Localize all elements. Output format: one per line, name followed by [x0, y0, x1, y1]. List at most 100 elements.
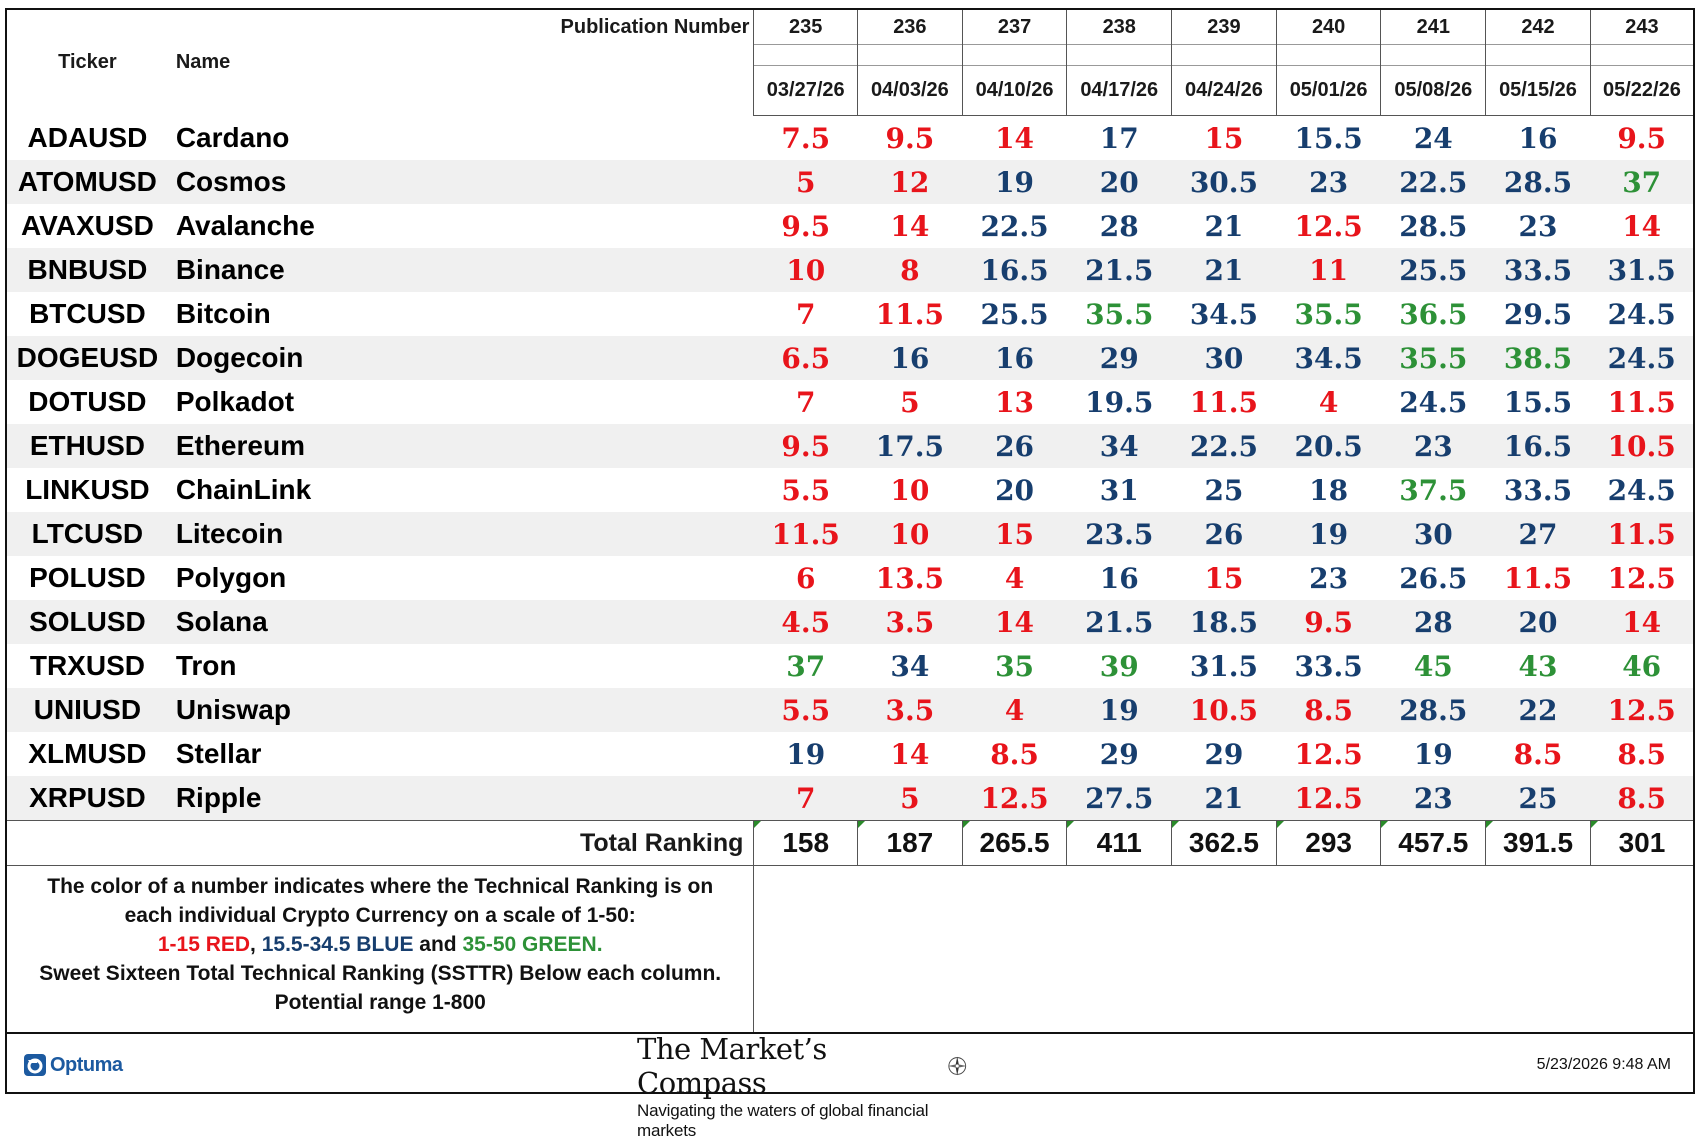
ranking-value: 17: [1099, 121, 1139, 155]
ranking-value: 10: [857, 512, 963, 556]
ranking-value: 9.5: [1276, 600, 1381, 644]
ranking-value: 8.5: [990, 737, 1039, 771]
ranking-value: 7: [795, 385, 816, 419]
name-cell: Ripple: [167, 776, 754, 821]
ranking-value: 33.5: [1294, 649, 1363, 683]
column-date: 04/03/26: [857, 65, 963, 116]
ranking-value: 31: [1099, 473, 1139, 507]
ranking-value: 11.5: [1590, 512, 1693, 556]
ranking-value: 14: [995, 121, 1035, 155]
date-row: 03/27/26 04/03/26 04/10/26 04/17/26 04/24/26…: [7, 65, 1693, 116]
ranking-value: 16.5: [962, 248, 1067, 292]
comment-marker-icon: [754, 821, 762, 828]
ranking-value: 12.5: [962, 776, 1067, 821]
ticker-cell: SOLUSD: [7, 600, 168, 644]
ranking-value: 4: [962, 688, 1067, 732]
ranking-value: 13: [995, 385, 1035, 419]
ranking-value: 14: [890, 209, 930, 243]
ranking-value: 27: [1485, 512, 1591, 556]
publication-row: Publication Number 235 236 237 238 239 240 241…: [7, 10, 1693, 45]
ranking-value: 25: [1204, 473, 1244, 507]
comment-marker-icon: [1486, 821, 1494, 828]
ranking-value: 15.5: [1294, 121, 1363, 155]
ranking-value: 31.5: [1590, 248, 1693, 292]
ranking-value: 20: [1066, 160, 1172, 204]
ranking-value: 19: [786, 737, 826, 771]
ranking-value: 28: [1099, 209, 1139, 243]
ranking-value: 27.5: [1066, 776, 1172, 821]
comment-marker-icon: [963, 821, 970, 828]
table-row: POLUSD Polygon 6 13.5 4 16 15 23 26.5 11.5 12.5: [7, 556, 1693, 600]
column-date: 05/08/26: [1380, 65, 1486, 116]
legend-blue-range: 15.5-34.5 BLUE: [261, 933, 414, 956]
legend-green-range: 35-50 GREEN: [462, 933, 597, 956]
table-row: DOTUSD Polkadot 7 5 13 19.5 11.5 4 24.5 15.5 11.5: [7, 380, 1693, 424]
compass-rose-icon: [947, 1056, 967, 1076]
publication-number: 243: [1589, 10, 1693, 45]
total-ranking-value: 457.5: [1380, 820, 1486, 866]
ranking-value: 30.5: [1171, 160, 1277, 204]
ranking-value: 19: [962, 160, 1067, 204]
ranking-value: 20.5: [1276, 424, 1381, 468]
ranking-value: 22.5: [980, 209, 1049, 243]
ranking-value: 36.5: [1399, 297, 1468, 331]
ranking-value: 26.5: [1399, 561, 1468, 595]
ticker-cell: XLMUSD: [28, 738, 147, 769]
ticker-cell: BTCUSD: [29, 298, 146, 329]
optuma-logo-icon: [24, 1054, 46, 1076]
ranking-value: 21: [1171, 248, 1277, 292]
ranking-value: 18.5: [1171, 600, 1277, 644]
header-spacer-cell: [857, 44, 963, 66]
legend-separator: and: [413, 933, 463, 956]
ranking-value: 11: [1276, 248, 1381, 292]
ranking-value: 26: [962, 424, 1067, 468]
legend-line-4: Sweet Sixteen Total Technical Ranking (S…: [39, 962, 722, 985]
ranking-value: 17.5: [857, 424, 963, 468]
ranking-value: 23.5: [1066, 512, 1172, 556]
market-compass-brand: The Market’s Compass Navigating the wate…: [637, 1032, 967, 1141]
name-cell: Ethereum: [167, 424, 754, 468]
ranking-value: 6.5: [753, 336, 858, 380]
comment-marker-icon: [1067, 821, 1075, 828]
ranking-value: 16: [1099, 561, 1139, 595]
ranking-value: 23: [1309, 561, 1349, 595]
ranking-value: 34: [890, 649, 930, 683]
publication-number: 237: [961, 10, 1067, 45]
ranking-value: 19: [1413, 737, 1453, 771]
ranking-value: 43: [1518, 649, 1558, 683]
ranking-value: 14: [962, 600, 1067, 644]
ranking-value: 21.5: [1066, 600, 1172, 644]
header-spacer-cell: [1380, 44, 1486, 66]
legend-red-range: 1-15 RED: [157, 933, 251, 956]
ranking-value: 21: [1204, 209, 1244, 243]
ranking-value: 8.5: [1617, 737, 1667, 771]
footer: Optuma The Market’s Compass Navigating t…: [7, 1028, 1693, 1140]
color-legend-note: The color of a number indicates where th…: [7, 865, 755, 1034]
header-spacer-cell: [1589, 44, 1693, 66]
ranking-value: 13.5: [875, 561, 944, 595]
ranking-value: 24.5: [1590, 336, 1693, 380]
legend-line-3: 1-15 RED, 15.5-34.5 BLUE and 35-50 GREEN…: [7, 930, 753, 959]
ranking-value: 9.5: [753, 424, 858, 468]
publication-number: 239: [1171, 10, 1277, 45]
total-ranking-value: 391.5: [1485, 820, 1591, 866]
total-ranking-value: 187: [857, 820, 963, 866]
name-cell: ChainLink: [175, 474, 312, 505]
ranking-value: 24: [1413, 121, 1453, 155]
ranking-value: 29: [1099, 737, 1139, 771]
ranking-value: 20: [995, 473, 1035, 507]
ranking-value: 21.5: [1066, 248, 1172, 292]
table-row: XLMUSD Stellar 19 14 8.5 29 29 12.5 19 8.5 8.5: [7, 732, 1693, 776]
publication-number: 241: [1380, 10, 1486, 45]
comment-marker-icon: [858, 821, 866, 828]
ranking-value: 4: [1318, 385, 1339, 419]
ranking-value: 19.5: [1085, 385, 1154, 419]
ticker-cell: ADAUSD: [27, 121, 148, 153]
ranking-value: 3.5: [857, 600, 963, 644]
ranking-value: 34.5: [1276, 336, 1381, 380]
header-spacer-cell: [1066, 44, 1172, 66]
ranking-value: 19: [1276, 512, 1381, 556]
total-value-text: 293: [1305, 827, 1352, 858]
ranking-value: 11.5: [875, 297, 944, 331]
ranking-value: 31.5: [1189, 649, 1259, 683]
